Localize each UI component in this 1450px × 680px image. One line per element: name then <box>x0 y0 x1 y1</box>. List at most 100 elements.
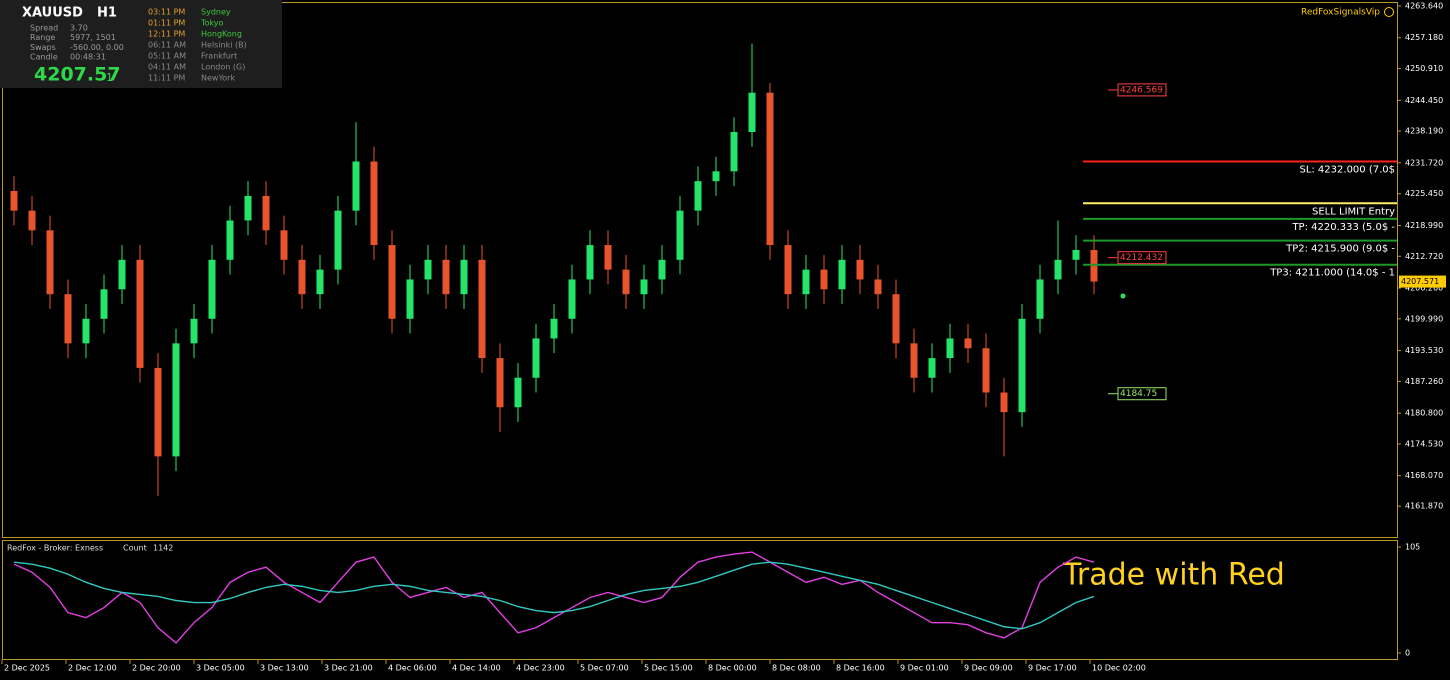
x-tick-label: 3 Dec 05:00 <box>196 664 245 673</box>
candle-body <box>370 161 378 246</box>
level-label: SL: 4232.000 (7.0$ <box>1299 165 1395 176</box>
candle-body <box>208 259 216 319</box>
candle-body <box>658 259 666 280</box>
brand-icon <box>1384 7 1394 17</box>
candle-body <box>514 377 522 408</box>
candle-body <box>964 338 972 349</box>
candle-body <box>172 343 180 457</box>
session-name: NewYork <box>201 74 235 83</box>
x-tick-label: 10 Dec 02:00 <box>1092 664 1146 673</box>
indicator-title: RedFox - Broker: Exness <box>7 544 103 553</box>
candle-body <box>388 245 396 319</box>
candle-body <box>640 279 648 295</box>
session-name: London (G) <box>201 63 245 72</box>
x-tick-label: 8 Dec 08:00 <box>772 664 821 673</box>
x-tick-label: 2 Dec 20:00 <box>132 664 181 673</box>
y-tick-label: 4257.180 <box>1405 33 1443 42</box>
candle-body <box>190 318 198 344</box>
y-tick-label: 4187.260 <box>1405 377 1443 386</box>
current-price-tag <box>1399 275 1446 288</box>
indicator-line <box>13 551 1095 644</box>
session-time: 05:11 AM <box>148 52 186 61</box>
session-name: Tokyo <box>200 19 224 28</box>
x-tick-label: 2 Dec 2025 <box>4 664 50 673</box>
candle-body <box>316 269 324 295</box>
candle-body <box>1054 259 1062 280</box>
candle-body <box>280 230 288 260</box>
candle-body <box>1000 392 1008 413</box>
session-name: Helsinki (B) <box>201 41 247 50</box>
session-name: Sydney <box>201 8 231 17</box>
candle-body <box>856 259 864 280</box>
candle-body <box>748 92 756 133</box>
y-tick-label: 4231.720 <box>1405 158 1443 167</box>
session-time: 03:11 PM <box>148 8 185 17</box>
candle-body <box>532 338 540 378</box>
price-box <box>1117 251 1167 265</box>
watermark: Trade with Red <box>1062 558 1285 593</box>
x-tick-label: 4 Dec 14:00 <box>452 664 501 673</box>
session-time: 04:11 AM <box>148 63 186 72</box>
indicator-count: 1142 <box>153 544 173 553</box>
y-tick-label: 4238.190 <box>1405 127 1443 136</box>
candle-body <box>946 338 954 359</box>
candle-body <box>1036 279 1044 319</box>
candle-body <box>28 210 36 231</box>
candle-body <box>406 279 414 319</box>
y-tick-label: 4212.720 <box>1405 252 1443 261</box>
candle-body <box>46 230 54 295</box>
info-value: -560.00, 0.00 <box>70 43 124 52</box>
candle-body <box>874 279 882 295</box>
x-tick-label: 3 Dec 21:00 <box>324 664 373 673</box>
info-label: Spread <box>30 24 58 33</box>
level-label: TP3: 4211.000 (14.0$ - 1 <box>1269 268 1395 279</box>
candle-body <box>262 195 270 231</box>
y-tick-label: 4263.640 <box>1405 1 1443 10</box>
x-tick-label: 4 Dec 06:00 <box>388 664 437 673</box>
x-tick-label: 5 Dec 07:00 <box>580 664 629 673</box>
candle-body <box>460 259 468 295</box>
price-box <box>1117 387 1167 401</box>
x-tick-label: 2 Dec 12:00 <box>68 664 117 673</box>
candle-body <box>784 245 792 295</box>
candle-body <box>802 269 810 295</box>
candle-body <box>334 210 342 270</box>
candle-body <box>100 289 108 319</box>
y-tick-label: 4174.530 <box>1405 439 1443 448</box>
candle-body <box>928 358 936 378</box>
candle-body <box>694 181 702 211</box>
main-frame <box>2 2 1398 538</box>
timeframe: H1 <box>97 6 117 21</box>
candle-body <box>1018 318 1026 413</box>
candle-body <box>766 92 774 246</box>
candle-body <box>352 161 360 211</box>
y-tick-label: 4244.450 <box>1405 96 1443 105</box>
info-value: 5977, 1501 <box>70 33 116 42</box>
y-tick-label: 4168.070 <box>1405 471 1443 480</box>
candle-body <box>136 259 144 368</box>
candle-body <box>64 294 72 344</box>
candle-body <box>10 190 18 211</box>
candle-body <box>118 259 126 290</box>
y-tick-label: 4193.530 <box>1405 346 1443 355</box>
candle-body <box>820 269 828 290</box>
candle-body <box>442 259 450 295</box>
x-tick-label: 3 Dec 13:00 <box>260 664 309 673</box>
candle-body <box>730 132 738 172</box>
indicator-line <box>13 561 1095 630</box>
candle-body <box>82 318 90 344</box>
price-box-label: 4246.569 <box>1120 85 1163 95</box>
price-box <box>1117 83 1167 97</box>
candle-body <box>910 343 918 378</box>
x-tick-label: 8 Dec 16:00 <box>836 664 885 673</box>
level-label: TP: 4220.333 (5.0$ - <box>1291 222 1395 233</box>
y-tick-label: 4199.990 <box>1405 314 1443 323</box>
candle-body <box>244 195 252 221</box>
session-time: 12:11 PM <box>148 30 185 39</box>
candle-body <box>604 245 612 270</box>
brand: RedFoxSignalsVip <box>1301 8 1380 18</box>
candle-body <box>424 259 432 280</box>
